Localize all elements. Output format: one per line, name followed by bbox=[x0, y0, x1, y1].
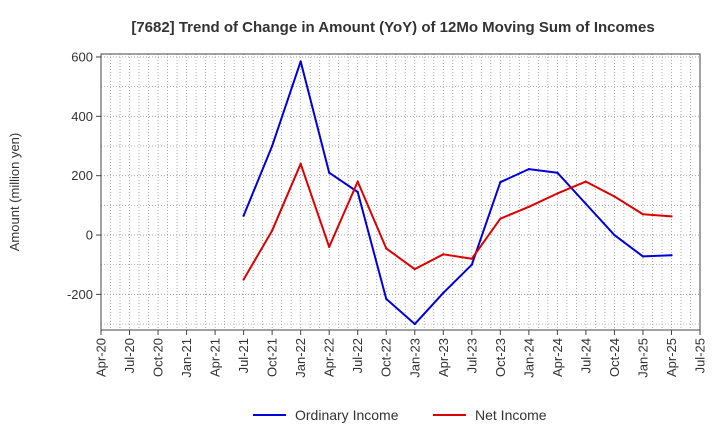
data-point-ordinary-income bbox=[470, 263, 473, 266]
x-tick-label: Jan-21 bbox=[179, 338, 194, 378]
data-point-ordinary-income bbox=[328, 171, 331, 174]
data-point-ordinary-income bbox=[385, 297, 388, 300]
x-tick-label: Apr-25 bbox=[664, 338, 679, 377]
data-point-ordinary-income bbox=[527, 168, 530, 171]
x-tick-label: Jan-23 bbox=[407, 338, 422, 378]
data-point-net-income bbox=[527, 205, 530, 208]
data-point-net-income bbox=[385, 247, 388, 250]
data-point-net-income bbox=[670, 215, 673, 218]
data-point-ordinary-income bbox=[499, 181, 502, 184]
plot-area: -200 0 200 400 600 Apr-20 Jul-20 Oct-20 Jan-21 Ap… bbox=[67, 49, 708, 423]
x-tick-label: Jul-25 bbox=[693, 338, 708, 373]
data-point-ordinary-income bbox=[242, 214, 245, 217]
legend-label-ordinary-income: Ordinary Income bbox=[295, 407, 399, 423]
data-point-net-income bbox=[328, 245, 331, 249]
x-tick-label: Jul-21 bbox=[236, 338, 251, 373]
data-point-net-income bbox=[556, 192, 559, 195]
x-tick-label: Jan-24 bbox=[521, 338, 536, 378]
series-line-net-income bbox=[242, 162, 673, 281]
data-point-net-income bbox=[613, 195, 616, 198]
data-point-ordinary-income bbox=[670, 254, 673, 257]
data-point-net-income bbox=[499, 217, 502, 220]
y-tick-label: 400 bbox=[71, 109, 93, 124]
x-tick-label: Oct-24 bbox=[607, 338, 622, 377]
data-point-ordinary-income bbox=[641, 255, 645, 258]
data-point-net-income bbox=[242, 278, 245, 281]
y-tick-label: 600 bbox=[71, 49, 93, 64]
x-tick-label: Jul-23 bbox=[464, 338, 479, 373]
x-tick-label: Oct-22 bbox=[379, 338, 394, 377]
chart-title: [7682] Trend of Change in Amount (YoY) o… bbox=[131, 19, 654, 36]
y-tick-label: 0 bbox=[86, 228, 93, 243]
x-tick-label: Jan-25 bbox=[635, 338, 650, 378]
data-point-net-income bbox=[470, 257, 473, 260]
data-point-ordinary-income bbox=[356, 190, 359, 194]
data-point-ordinary-income bbox=[413, 322, 416, 326]
data-point-ordinary-income bbox=[613, 233, 616, 237]
x-tick-label: Jul-22 bbox=[350, 338, 365, 373]
data-point-ordinary-income bbox=[442, 291, 445, 295]
data-point-ordinary-income bbox=[584, 202, 588, 205]
legend-label-net-income: Net Income bbox=[475, 407, 547, 423]
plot-frame bbox=[100, 53, 701, 331]
data-point-net-income bbox=[356, 180, 359, 183]
x-tick-label: Apr-20 bbox=[94, 338, 109, 377]
data-point-ordinary-income bbox=[556, 171, 559, 174]
x-tick-label: Oct-20 bbox=[151, 338, 166, 377]
x-tick-label: Apr-22 bbox=[322, 338, 337, 377]
x-tick-label: Apr-23 bbox=[436, 338, 451, 377]
data-point-net-income bbox=[413, 268, 416, 271]
y-tick-label: 200 bbox=[71, 168, 93, 183]
data-point-net-income bbox=[271, 229, 274, 232]
x-tick-label: Jul-24 bbox=[578, 338, 593, 373]
data-point-net-income bbox=[442, 253, 445, 256]
data-point-net-income bbox=[584, 180, 588, 183]
series-line-ordinary-income bbox=[242, 60, 673, 326]
x-tick-label: Jan-22 bbox=[293, 338, 308, 378]
x-tick-label: Oct-21 bbox=[265, 338, 280, 377]
data-point-net-income bbox=[641, 213, 645, 216]
x-tick-label: Oct-23 bbox=[493, 338, 508, 377]
x-tick-label: Apr-21 bbox=[208, 338, 223, 377]
data-point-net-income bbox=[299, 162, 302, 165]
y-axis-label: Amount (million yen) bbox=[7, 133, 22, 252]
x-tick-label: Apr-24 bbox=[550, 338, 565, 377]
data-point-ordinary-income bbox=[271, 144, 274, 148]
y-tick-label: -200 bbox=[67, 287, 93, 302]
x-tick-label: Jul-20 bbox=[122, 338, 137, 373]
data-point-ordinary-income bbox=[299, 60, 302, 63]
